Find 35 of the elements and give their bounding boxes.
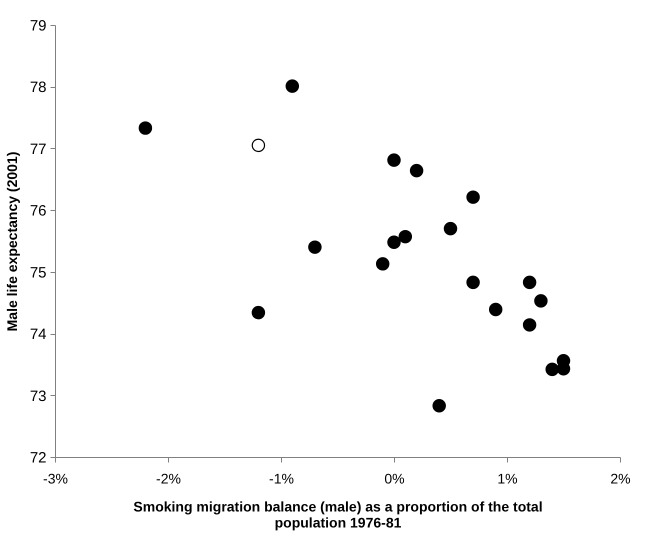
y-tick-label: 77 bbox=[30, 140, 46, 158]
x-tick-label: 0% bbox=[384, 470, 405, 486]
point bbox=[387, 153, 401, 167]
x-tick-label: -3% bbox=[43, 470, 68, 486]
y-tick-label: 73 bbox=[30, 388, 46, 405]
y-axis-title: Male life expectancy (2001) bbox=[4, 152, 20, 332]
point bbox=[308, 240, 322, 254]
point bbox=[387, 236, 401, 249]
point bbox=[398, 230, 412, 244]
y-tick-label: 79 bbox=[30, 18, 46, 34]
point bbox=[522, 276, 536, 290]
y-tick-label: 75 bbox=[30, 264, 46, 282]
point bbox=[252, 306, 266, 320]
y-tick-label: 74 bbox=[30, 326, 46, 344]
point bbox=[138, 121, 152, 135]
y-tick-label: 78 bbox=[30, 79, 46, 96]
point bbox=[522, 318, 536, 332]
point bbox=[252, 138, 266, 152]
x-axis-title: Smoking migration balance (male) as a proportion of the total population 1976-81 bbox=[133, 498, 543, 530]
y-tick-label: 76 bbox=[30, 202, 46, 220]
point bbox=[466, 190, 480, 204]
point bbox=[444, 222, 458, 236]
point bbox=[488, 302, 502, 316]
point bbox=[376, 257, 390, 271]
y-tick-label: 72 bbox=[30, 450, 46, 466]
point bbox=[432, 399, 446, 412]
point bbox=[410, 164, 424, 178]
point bbox=[534, 294, 548, 308]
point bbox=[466, 276, 480, 290]
x-tick-label: -2% bbox=[156, 470, 181, 486]
x-tick-label: -1% bbox=[269, 470, 294, 486]
x-tick-label: 2% bbox=[610, 470, 631, 486]
x-tick-label: 1% bbox=[497, 470, 518, 486]
point bbox=[545, 362, 559, 376]
point bbox=[286, 79, 300, 93]
